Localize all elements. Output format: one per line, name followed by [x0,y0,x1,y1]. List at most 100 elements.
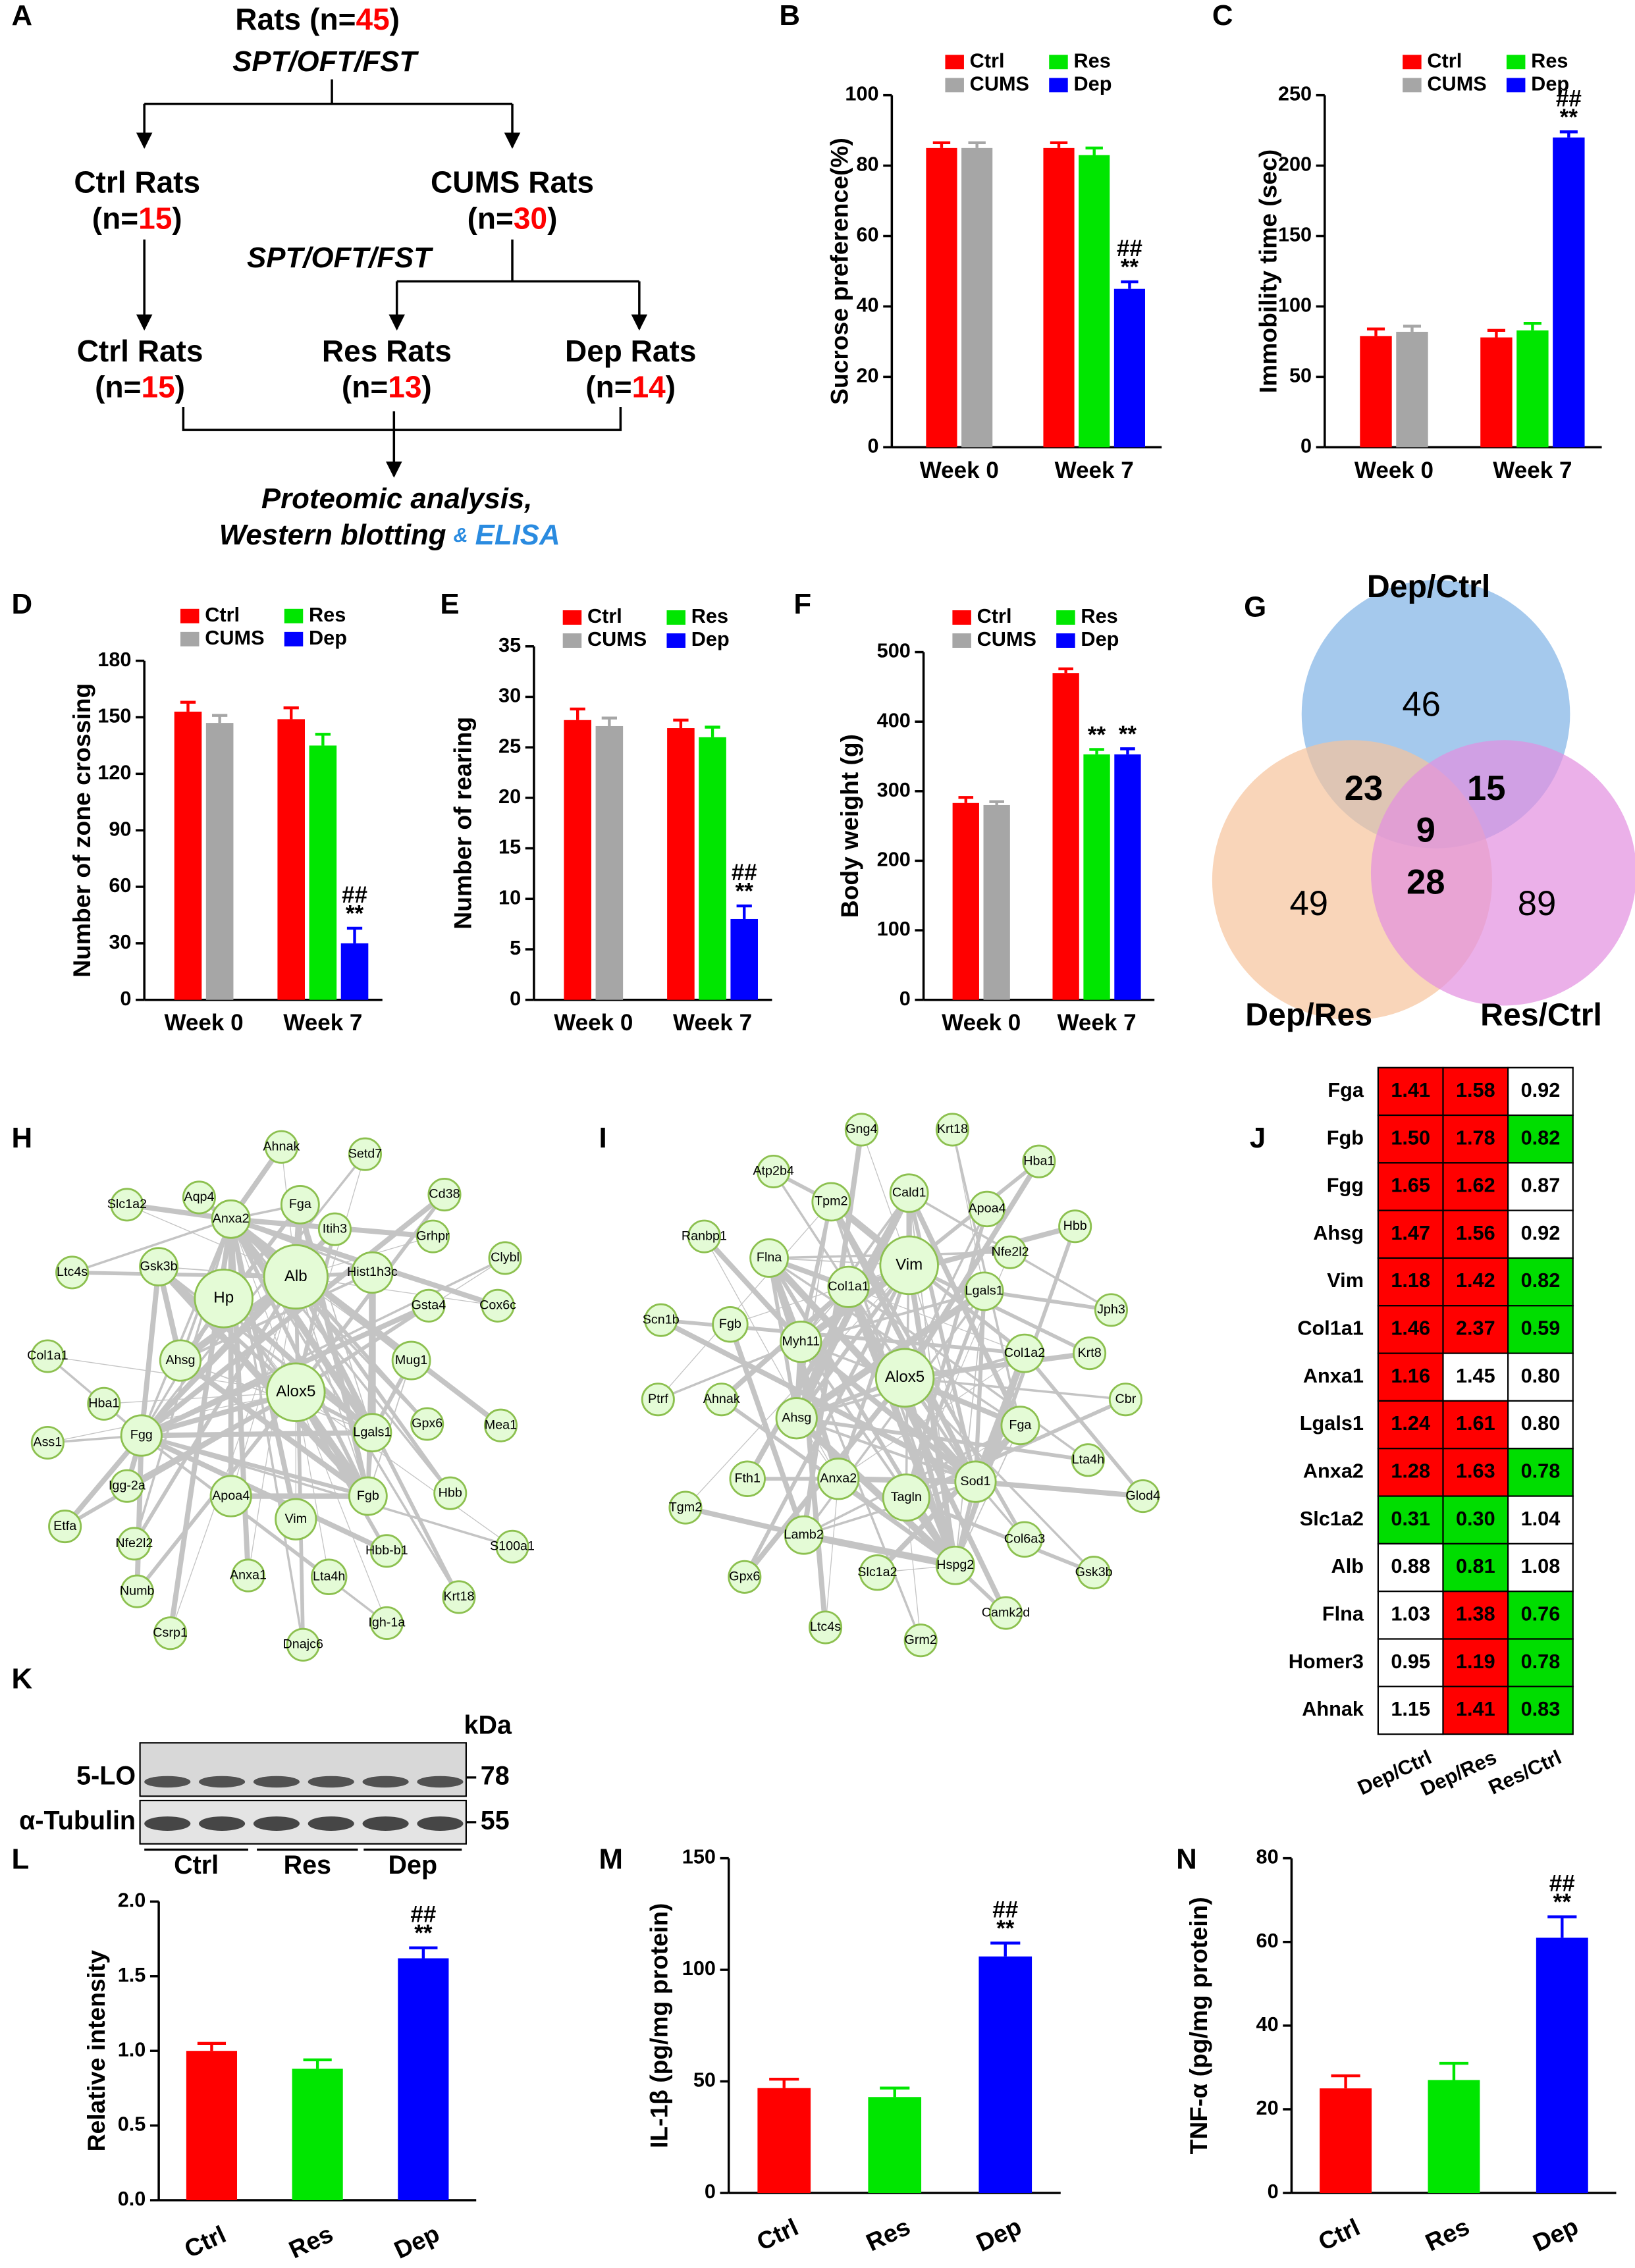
y-tick-label: 15 [498,835,521,858]
y-tick-label: 50 [693,2069,716,2092]
network-edge [795,1417,977,1483]
row-label: Ahsg [1313,1221,1364,1244]
bar [1553,137,1585,448]
legend-label: Ctrl [977,604,1012,627]
network-node [964,1271,1004,1311]
outcome-part: ELISA [475,519,560,551]
network-node [1006,1521,1043,1558]
heatmap-cell [1442,1448,1509,1497]
network-node-label: Itih3 [323,1221,347,1236]
network-edge [837,1477,957,1567]
bar [1083,754,1110,1000]
network-edge [299,1204,373,1434]
cell-label: 1.47 [1391,1221,1430,1244]
network-node [1058,1209,1092,1244]
network-edge [294,1275,306,1647]
network-node-label: Scn1b [643,1312,680,1327]
network-node-label: Cbr [1115,1392,1136,1406]
heatmap-cell [1507,1209,1574,1259]
network-node [481,1288,515,1323]
network-node [827,1265,870,1308]
row-label: Anxa1 [1303,1364,1364,1387]
network-node [859,1554,896,1591]
panel-label: A [12,0,33,32]
network-node-label: Ltc4s [810,1620,841,1634]
y-tick-label: 90 [109,817,131,840]
network-node [110,1469,144,1503]
heatmap-cell [1377,1543,1444,1593]
network-node-label: Gsk3b [1075,1565,1113,1579]
network-node-label: Nfe2l2 [992,1244,1029,1259]
network-node [310,1558,348,1596]
network-node-label: Gpx6 [412,1416,442,1431]
y-tick-label: 0 [120,987,131,1010]
y-tick-label: 150 [1278,223,1312,246]
panel-label: I [599,1122,606,1154]
network-node-label: Lamb2 [784,1527,824,1542]
x-tick-label: Week 7 [283,1010,362,1036]
y-tick-label: 100 [845,82,878,105]
legend-swatch [1506,55,1526,70]
bar [730,918,759,1000]
x-tick-label: Res [862,2212,915,2256]
network-node [369,1534,404,1568]
network-node-label: Hist1h3c [347,1265,398,1279]
y-tick-label: 150 [682,1845,716,1868]
network-edge [140,1434,389,1625]
bar [983,804,1010,1000]
row-label: Fgb [1327,1126,1364,1149]
bar [757,2088,811,2194]
panel-label: E [440,588,459,620]
network-node-label: Aqp4 [184,1190,214,1204]
network-node [266,1362,326,1423]
network-node [811,1182,851,1222]
network-node-label: Tagln [891,1490,922,1504]
row-label: Flna [1322,1602,1364,1625]
heatmap-cell [1442,1067,1509,1117]
heatmap-cell [1442,1209,1509,1259]
significance-mark: ## [1556,86,1582,111]
network-edge [902,1350,1092,1381]
venn-set-label: Dep/Res [1245,997,1372,1033]
network-edge [138,1433,390,1554]
blot-row-label: 5-LO [76,1761,136,1790]
legend-swatch [1403,78,1422,93]
y-axis-label: IL-1β (pg/mg protein) [645,1903,673,2148]
network-node [1108,1383,1142,1417]
legend-swatch [562,610,582,625]
network-node [427,1178,462,1212]
network-node [488,1241,522,1275]
network-node [1071,1443,1105,1477]
cell-label: 1.42 [1456,1269,1495,1292]
bar [1516,330,1549,448]
heatmap-cell [1442,1638,1509,1687]
y-tick-label: 80 [857,153,879,176]
network-edge [730,1265,910,1325]
legend-label: Ctrl [1427,49,1462,72]
network-edge [365,1270,375,1498]
network-node [30,1339,65,1373]
x-tick-label: Res [1421,2212,1474,2256]
bar [1396,331,1428,448]
bar [1079,155,1110,448]
cell-label: 1.08 [1521,1554,1561,1577]
cell-label: 1.58 [1456,1078,1495,1101]
network-node [442,1580,476,1614]
cell-label: 0.80 [1521,1411,1561,1435]
cell-label: 1.46 [1391,1317,1430,1340]
node-count-close: ) [172,201,182,235]
bar [1360,336,1392,448]
network-node-label: Hspg2 [936,1558,974,1572]
network-node-label: Nfe2l2 [115,1536,153,1550]
panel-label: M [599,1843,623,1876]
node-count-line: (n=13) [342,370,432,404]
y-axis-label: Sucrose preference(%) [826,138,853,405]
network-node [120,1414,163,1457]
network-node [369,1606,404,1640]
network-node [410,1407,444,1441]
network-node-label: Numb [120,1583,155,1598]
network-node-label: Hbb [439,1485,462,1500]
node-count-line: (n=14) [585,370,676,404]
network-node [352,1413,392,1453]
legend-swatch [1049,55,1068,70]
